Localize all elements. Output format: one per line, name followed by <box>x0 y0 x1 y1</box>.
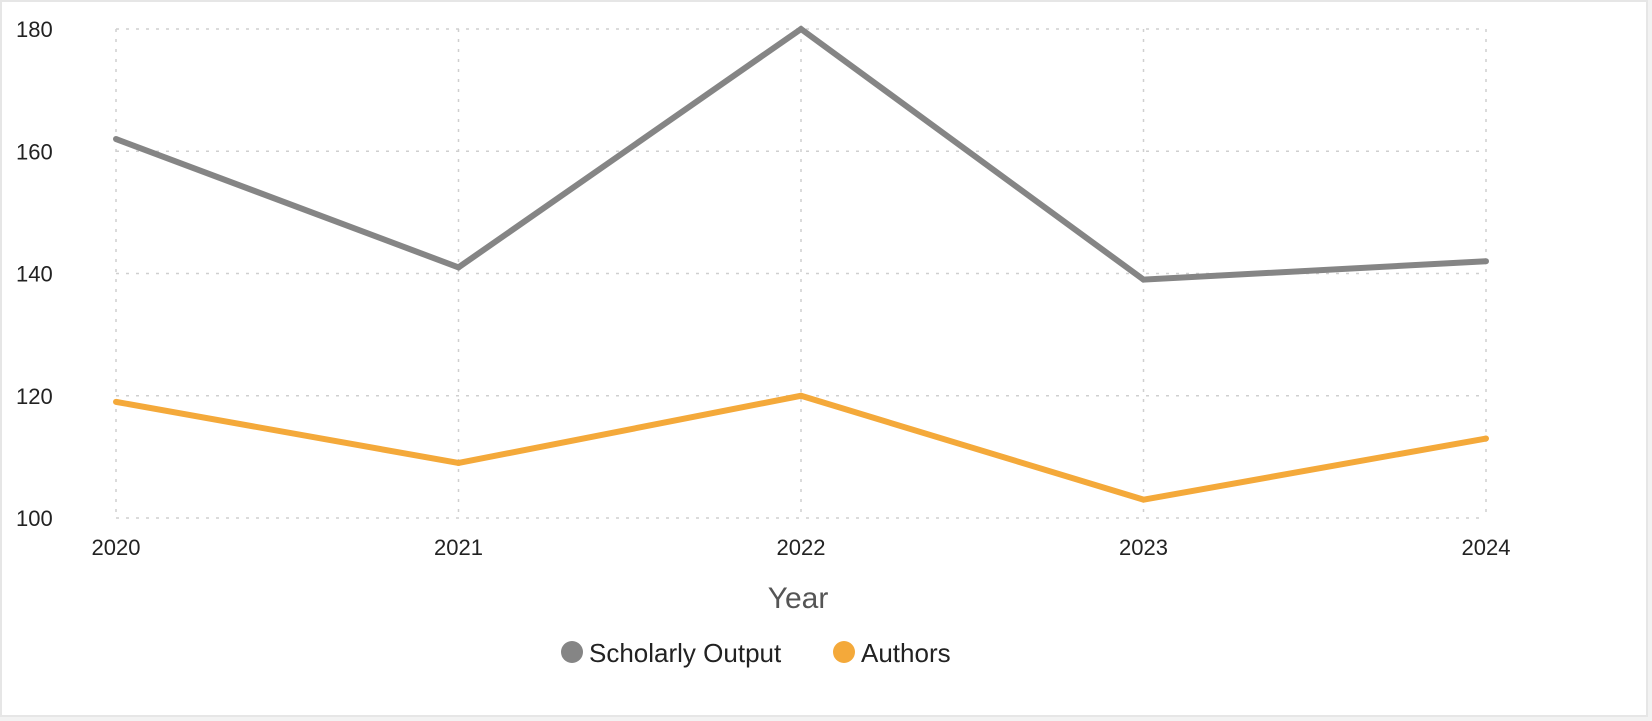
data-point <box>798 26 804 32</box>
y-tick-label: 100 <box>16 506 53 531</box>
x-tick-label: 2024 <box>1462 535 1511 560</box>
y-tick-label: 140 <box>16 262 53 287</box>
data-point <box>1140 276 1147 283</box>
y-axis-ticks: 100 120 140 160 180 <box>16 17 53 531</box>
series-lines <box>113 25 1489 503</box>
legend-label: Authors <box>861 638 951 668</box>
legend-label: Scholarly Output <box>589 638 782 668</box>
data-point <box>1140 496 1147 503</box>
legend-marker <box>561 641 583 663</box>
y-tick-label: 120 <box>16 384 53 409</box>
x-tick-label: 2022 <box>777 535 826 560</box>
series-line-scholarly-output <box>114 25 1487 283</box>
x-tick-label: 2020 <box>92 535 141 560</box>
y-tick-label: 180 <box>16 17 53 42</box>
data-point <box>1483 435 1489 442</box>
data-point <box>113 136 119 143</box>
data-point <box>455 264 462 271</box>
x-tick-label: 2021 <box>434 535 483 560</box>
x-axis-ticks: 2020 2021 2022 2023 2024 <box>92 535 1511 560</box>
data-point <box>113 398 119 405</box>
x-axis-title: Year <box>768 582 829 615</box>
y-tick-label: 160 <box>16 139 53 164</box>
data-point <box>798 392 804 399</box>
x-tick-label: 2023 <box>1119 535 1168 560</box>
legend-marker <box>833 641 855 663</box>
legend: Scholarly Output Authors <box>561 638 951 668</box>
data-point <box>455 459 462 466</box>
data-point <box>1483 258 1489 265</box>
